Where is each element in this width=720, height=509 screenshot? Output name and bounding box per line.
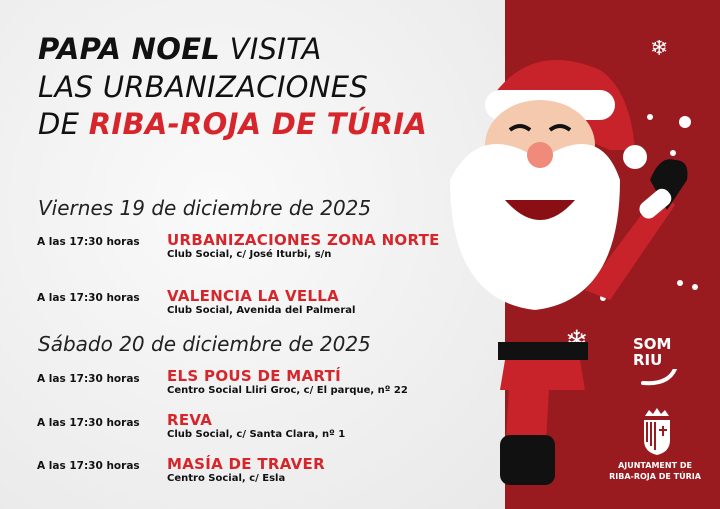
event-place: VALENCIA LA VELLA xyxy=(167,287,340,305)
title-line-2: LAS URBANIZACIONES xyxy=(38,70,369,104)
event-time: A las 17:30 horas xyxy=(37,373,140,385)
ajuntament-coat-of-arms-icon xyxy=(644,408,670,455)
event-address: Club Social, c/ Santa Clara, nº 1 xyxy=(167,429,346,440)
date-friday: Viernes 19 de diciembre de 2025 xyxy=(38,196,372,220)
event-time: A las 17:30 horas xyxy=(37,417,140,429)
title-line-3: DE RIBA-ROJA DE TÚRIA xyxy=(38,107,428,141)
event-time: A las 17:30 horas xyxy=(37,236,140,248)
som-riu-logo: SOM RIU xyxy=(633,336,683,389)
snowflake-icon: ❄ xyxy=(650,40,668,61)
santa-claus-illustration: ❄ ❄ xyxy=(450,40,698,485)
event-place: REVA xyxy=(167,411,213,429)
event-address: Club Social, c/ José Iturbi, s/n xyxy=(167,249,332,260)
event-place: MASÍA DE TRAVER xyxy=(167,455,325,473)
date-saturday: Sábado 20 de diciembre de 2025 xyxy=(38,332,371,356)
event-time: A las 17:30 horas xyxy=(37,292,140,304)
event-place: ELS POUS DE MARTÍ xyxy=(167,367,342,385)
event-address: Centro Social, c/ Esla xyxy=(167,473,286,484)
event-place: URBANIZACIONES ZONA NORTE xyxy=(167,231,440,249)
ajuntament-logo-text: AJUNTAMENT DE RIBA-ROJA DE TÚRIA xyxy=(609,461,701,481)
event-address: Club Social, Avenida del Palmeral xyxy=(167,305,356,316)
snow-dots xyxy=(600,114,698,301)
title-line-1: PAPA NOEL VISITA xyxy=(38,32,322,66)
smile-curve-icon xyxy=(641,369,677,386)
event-time: A las 17:30 horas xyxy=(37,460,140,472)
event-address: Centro Social Lliri Groc, c/ El parque, … xyxy=(167,385,408,396)
